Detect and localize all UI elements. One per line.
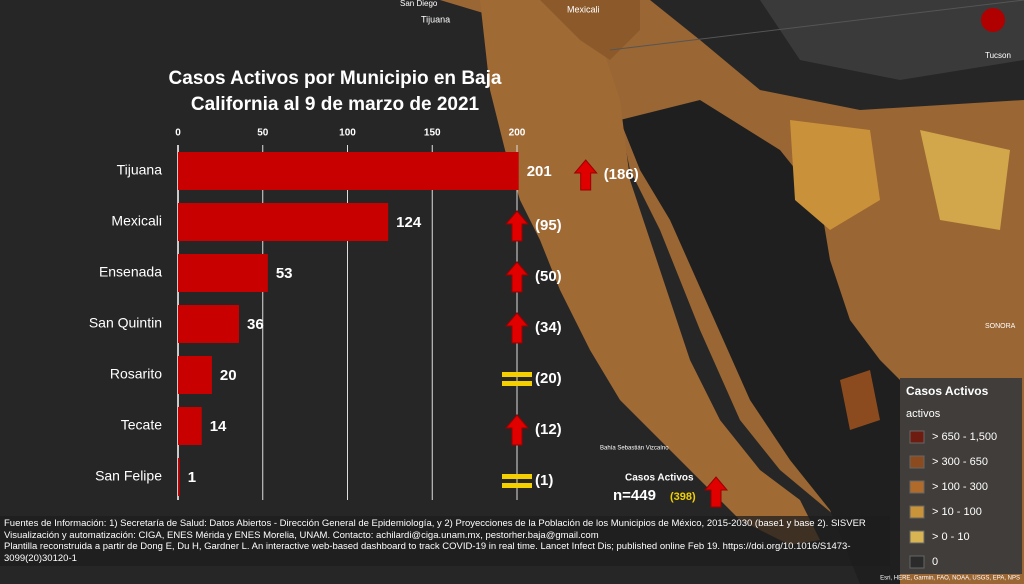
legend-swatch (909, 455, 925, 469)
map-label: Bahía Sebastián Vizcaíno (600, 446, 669, 452)
gulf (620, 100, 900, 584)
legend-swatch (909, 555, 925, 569)
legend-swatch (909, 505, 925, 519)
legend-swatch (909, 480, 925, 494)
virus-icon (981, 8, 1005, 32)
map-label: SONORA (985, 323, 1016, 330)
legend-label: > 100 - 300 (932, 481, 988, 493)
x-tick-label: 50 (257, 128, 269, 139)
land-sonora-region (790, 120, 880, 230)
bar (178, 356, 212, 394)
trend-up (504, 414, 530, 446)
legend-label: > 10 - 100 (932, 506, 982, 518)
data-label: 1 (188, 469, 196, 486)
map-label: San Diego (400, 0, 438, 8)
chart-title: Casos Activos por Municipio en Baja Cali… (168, 68, 502, 115)
trend-equal (502, 381, 532, 386)
trend-up (504, 261, 530, 293)
previous-label: (186) (604, 166, 639, 183)
map-label: Mexicali (567, 4, 600, 14)
legend-label: > 300 - 650 (932, 456, 988, 468)
previous-label: (1) (535, 472, 553, 489)
bar (178, 254, 268, 292)
footer-line: Visualización y automatización: CIGA, EN… (4, 529, 599, 541)
trend-equal (502, 372, 532, 377)
summary-previous: (398) (670, 491, 696, 503)
data-label: 124 (396, 214, 422, 231)
category-label: Rosarito (110, 366, 162, 382)
bar (178, 152, 519, 190)
bar (178, 203, 389, 241)
category-label: Tecate (121, 417, 162, 433)
land-sonora-region (840, 370, 880, 430)
land-usa (760, 0, 1024, 80)
x-tick-label: 200 (509, 128, 526, 139)
data-label: 36 (247, 316, 264, 333)
trend-up (504, 210, 530, 242)
previous-label: (20) (535, 370, 562, 387)
x-tick-label: 0 (175, 128, 181, 139)
bar (178, 305, 240, 343)
border (609, 0, 1024, 51)
previous-label: (12) (535, 421, 562, 438)
category-label: Ensenada (99, 264, 162, 280)
footer-line: Fuentes de Información: 1) Secretaría de… (4, 518, 866, 529)
trend-up (703, 476, 729, 508)
bar (178, 458, 180, 496)
trend-up (504, 312, 530, 344)
data-label: 201 (527, 163, 552, 180)
trend-equal (502, 474, 532, 479)
bar (178, 407, 202, 445)
legend-label: > 0 - 10 (932, 531, 970, 543)
data-label: 53 (276, 265, 293, 282)
summary-title: Casos Activos (625, 473, 694, 484)
category-label: Mexicali (111, 213, 162, 229)
x-tick-label: 100 (339, 128, 356, 139)
footer-line: Plantilla reconstruida a partir de Dong … (4, 541, 851, 564)
trend-up (573, 159, 598, 191)
data-label: 14 (210, 418, 227, 435)
data-label: 20 (220, 367, 237, 384)
land-sonora-region (920, 130, 1010, 230)
legend-subtitle: activos (906, 408, 941, 420)
legend-swatch (909, 430, 925, 444)
trend-equal (502, 483, 532, 488)
map-label: Tijuana (421, 14, 450, 24)
category-label: Tijuana (117, 162, 163, 178)
land-mexicali (540, 0, 640, 60)
category-label: San Felipe (95, 468, 162, 484)
map-label: Tucson (985, 51, 1011, 60)
legend-label: > 650 - 1,500 (932, 431, 997, 443)
attribution: Esri, HERE, Garmin, FAO, NOAA, USGS, EPA… (880, 576, 1020, 582)
previous-label: (50) (535, 268, 562, 285)
category-label: San Quintin (89, 315, 162, 331)
legend-swatch (909, 530, 925, 544)
summary-value: n=449 (613, 487, 656, 504)
legend-label: 0 (932, 556, 938, 568)
land-peninsula (480, 0, 820, 545)
x-tick-label: 150 (424, 128, 441, 139)
legend-title: Casos Activos (906, 384, 989, 398)
previous-label: (34) (535, 319, 562, 336)
footer: Fuentes de Información: 1) Secretaría de… (0, 516, 890, 566)
previous-label: (95) (535, 217, 562, 234)
